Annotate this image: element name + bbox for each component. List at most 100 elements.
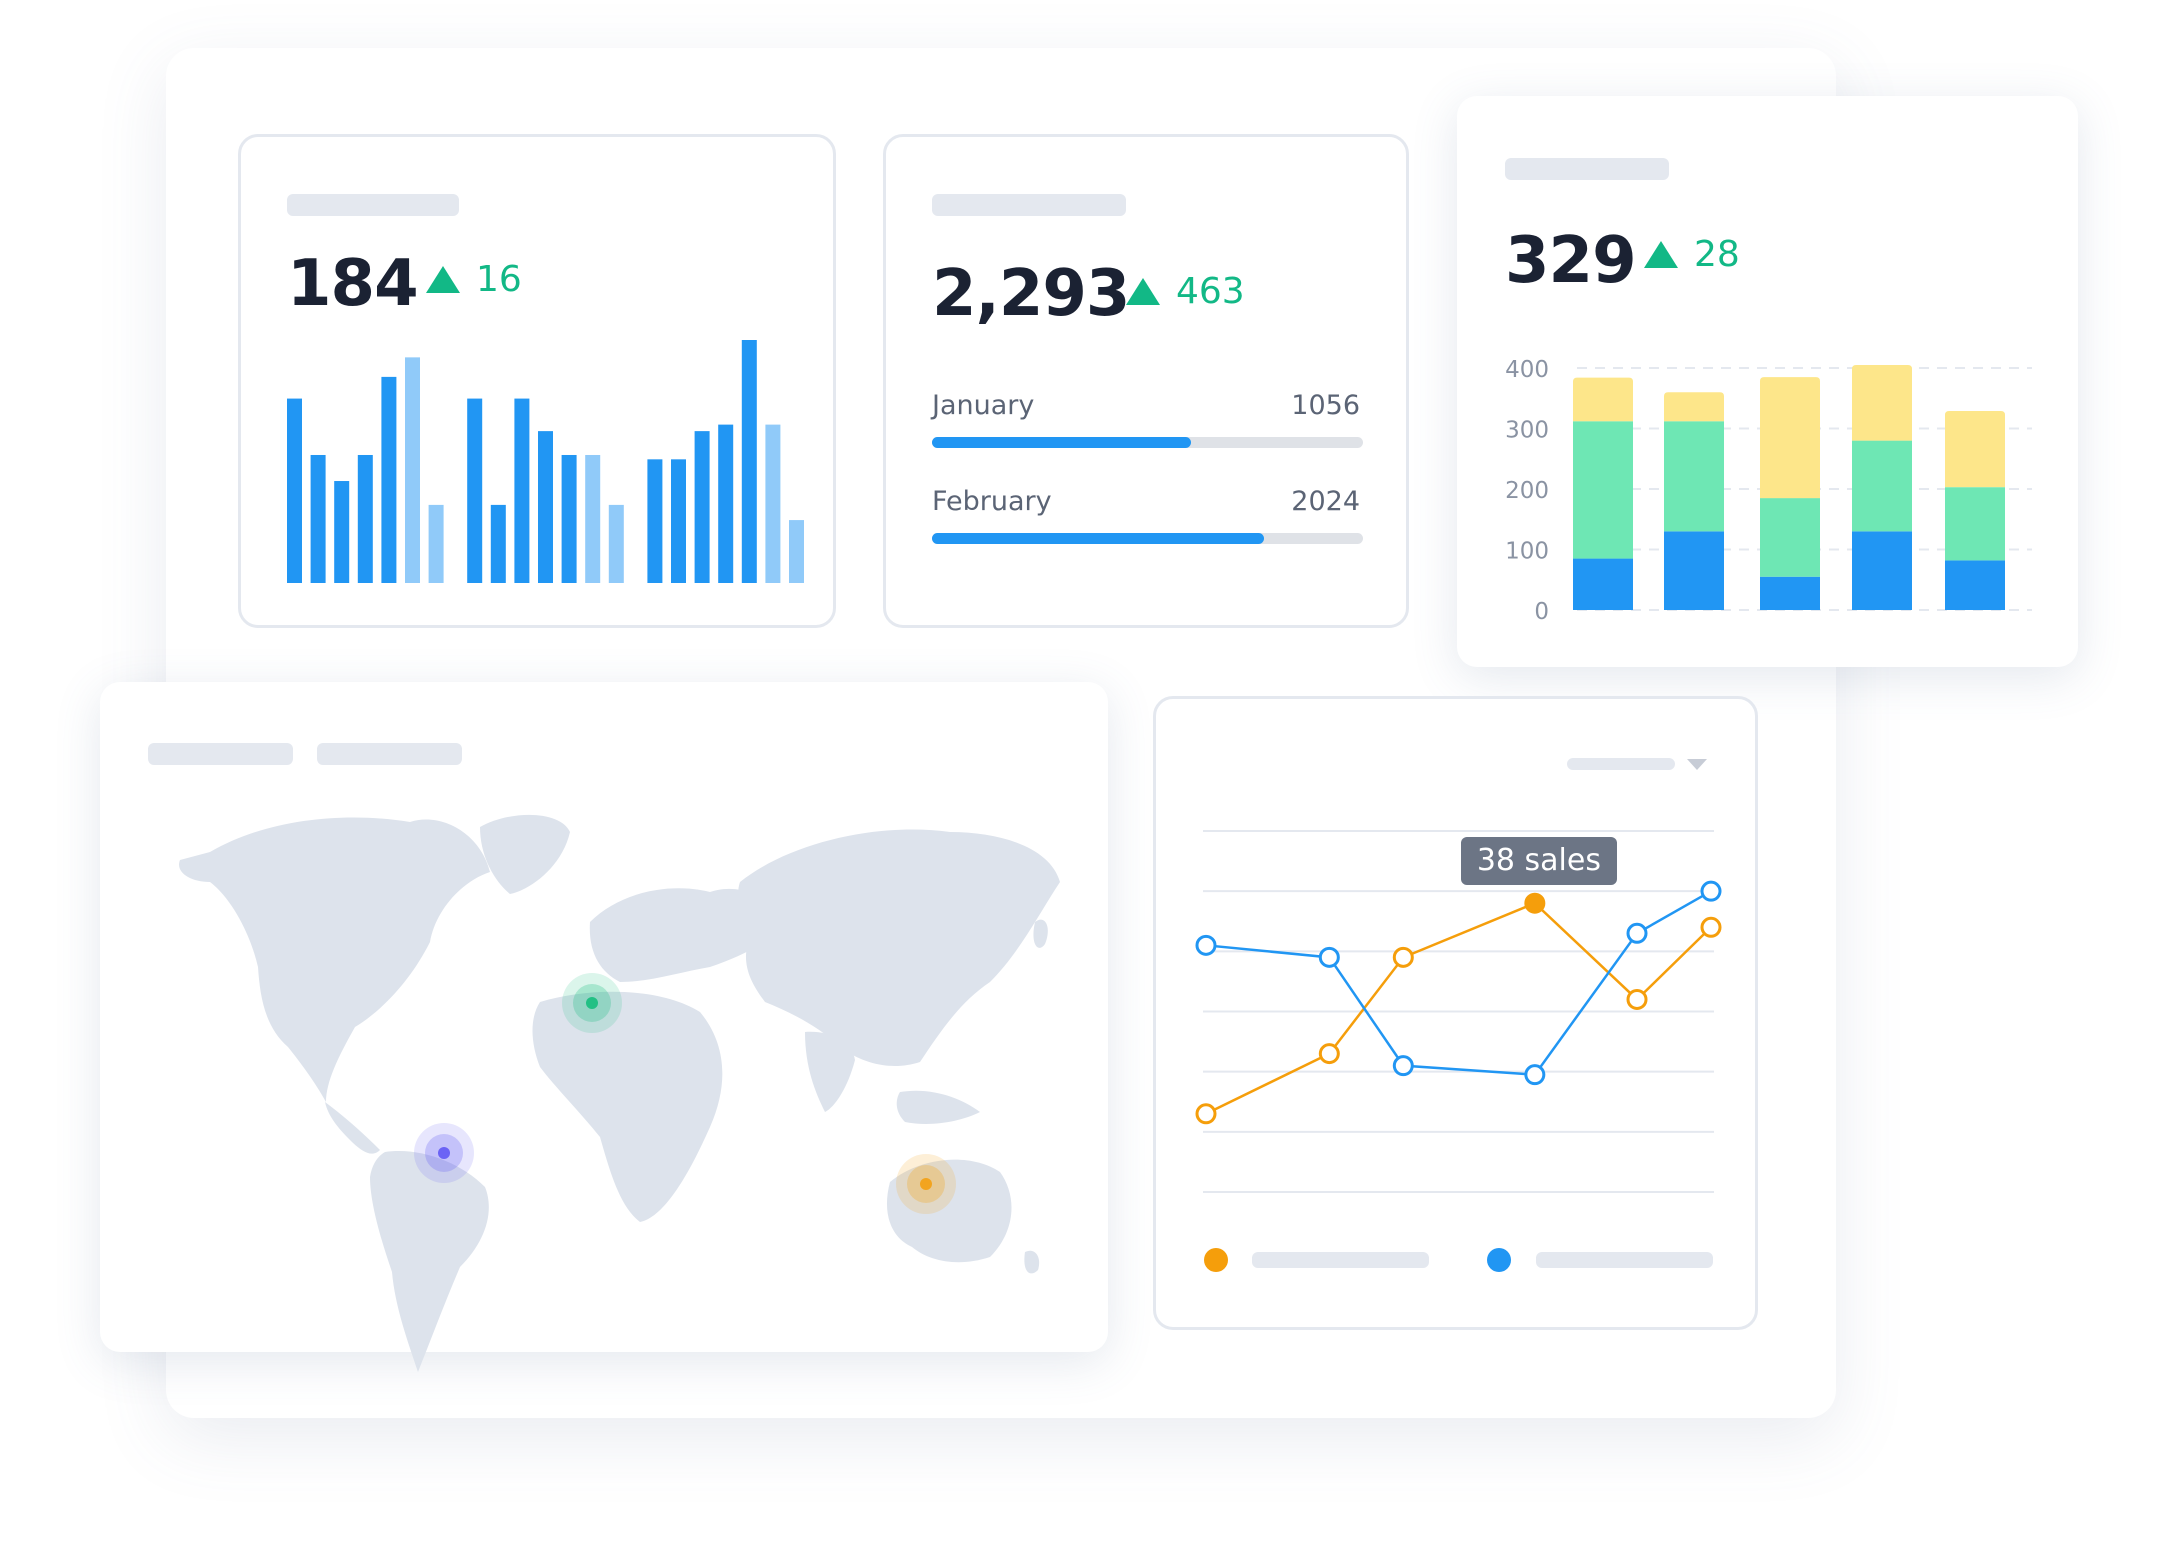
stack-segment-3-2[interactable] [1852,364,1912,441]
data-point-0-4[interactable] [1626,988,1648,1010]
bar-13[interactable] [608,504,624,583]
map-new-zealand [1024,1250,1040,1274]
trend-up-icon [426,266,460,293]
kpi-delta-value: 16 [476,259,522,300]
kpi-value: 329 [1505,224,1637,298]
stack-segment-3-1[interactable] [1852,440,1912,532]
bar-12[interactable] [585,454,601,583]
progress-label-february: February [932,486,1052,517]
trend-up-icon [1644,241,1678,268]
bar-17[interactable] [718,424,734,583]
data-point-1-4[interactable] [1626,922,1648,944]
stack-segment-4-1[interactable] [1945,487,2005,561]
map-north-america [179,817,490,1102]
stack-segment-1-1[interactable] [1664,421,1724,532]
progress-fill-february [932,533,1264,544]
bar-1[interactable] [310,454,326,583]
y-tick-label: 100 [1505,539,1549,565]
kpi-delta: 16 [426,259,522,300]
world-map [179,814,1060,1372]
data-point-0-2[interactable] [1392,946,1414,968]
data-point-1-5[interactable] [1700,880,1722,902]
bar-20[interactable] [789,520,804,583]
bar-9[interactable] [514,398,530,583]
bar-2[interactable] [334,481,350,583]
bar-14[interactable] [647,459,663,583]
card-title-placeholder [287,194,459,216]
map-marker-south-america[interactable] [414,1123,474,1183]
series-line-1 [1205,890,1712,1076]
bar-8[interactable] [490,504,506,583]
bar-7[interactable] [467,398,483,583]
map-india [805,1031,855,1112]
kpi-value: 184 [287,247,419,321]
stack-segment-2-0[interactable] [1760,576,1820,610]
legend-dot-orange [1204,1248,1228,1272]
kpi-delta: 28 [1644,234,1740,275]
trend-up-icon [1126,278,1160,305]
map-japan [1033,919,1048,948]
progress-value-january: 1056 [1291,390,1360,421]
kpi-card-progress: 2,293 463 January 1056 February 2024 [883,134,1409,628]
data-point-1-2[interactable] [1392,1055,1414,1077]
stack-segment-0-1[interactable] [1573,421,1633,559]
map-subtitle-placeholder [317,743,462,765]
map-marker-europe[interactable] [562,973,622,1033]
data-point-1-3[interactable] [1524,1064,1546,1086]
data-point-0-5[interactable] [1700,916,1722,938]
card-title-placeholder [1505,158,1669,180]
kpi-delta-value: 463 [1176,271,1245,312]
bar-4[interactable] [381,376,397,583]
data-point-0-1[interactable] [1318,1043,1340,1065]
kpi-delta: 463 [1126,271,1245,312]
legend-label-placeholder [1252,1252,1429,1268]
map-europe [589,888,790,982]
data-point-0-3[interactable] [1524,892,1546,914]
map-greenland [480,814,570,894]
data-point-1-1[interactable] [1318,946,1340,968]
world-map-card [100,682,1108,1372]
kpi-card-stacked: 329 28 400 300 200 100 0 [1457,96,2078,667]
map-marker-australia[interactable] [896,1154,956,1214]
data-point-1-0[interactable] [1195,934,1217,956]
line-chart [1195,830,1722,1193]
stack-segment-0-2[interactable] [1573,377,1633,422]
map-australia [886,1159,1012,1263]
map-south-america [370,1151,489,1372]
stack-segment-4-2[interactable] [1945,410,2005,488]
dropdown-placeholder[interactable] [1567,758,1675,770]
bar-18[interactable] [741,340,757,583]
legend-dot-blue [1487,1248,1511,1272]
bar-3[interactable] [357,454,373,583]
y-tick-label: 0 [1534,599,1549,625]
bar-10[interactable] [538,431,553,583]
bar-6[interactable] [428,504,444,583]
stack-segment-2-2[interactable] [1760,377,1820,499]
stack-segment-1-0[interactable] [1664,531,1724,610]
bar-5[interactable] [405,357,420,583]
chevron-down-icon[interactable] [1687,759,1707,770]
data-point-0-0[interactable] [1195,1103,1217,1125]
card-title-placeholder [932,194,1126,216]
series-line-0 [1205,901,1712,1115]
bar-15[interactable] [671,459,686,583]
y-tick-label: 200 [1505,478,1549,504]
map-title-placeholder [148,743,293,765]
legend-label-placeholder [1536,1252,1713,1268]
bar-16[interactable] [694,431,710,583]
chart-tooltip: 38 sales [1460,837,1617,886]
stack-segment-4-0[interactable] [1945,560,2005,610]
bar-chart [287,340,804,583]
stacked-bar-chart: 400 300 200 100 0 [1505,357,2032,625]
bar-19[interactable] [765,424,781,583]
kpi-card-bars: 184 16 [238,134,836,628]
map-asia [738,829,1060,1067]
stack-segment-2-1[interactable] [1760,498,1820,577]
stack-segment-0-0[interactable] [1573,558,1633,610]
progress-value-february: 2024 [1291,486,1360,517]
bar-11[interactable] [561,454,577,583]
kpi-delta-value: 28 [1694,234,1740,275]
bar-0[interactable] [287,398,302,583]
stack-segment-3-0[interactable] [1852,531,1912,610]
stack-segment-1-2[interactable] [1664,392,1724,422]
